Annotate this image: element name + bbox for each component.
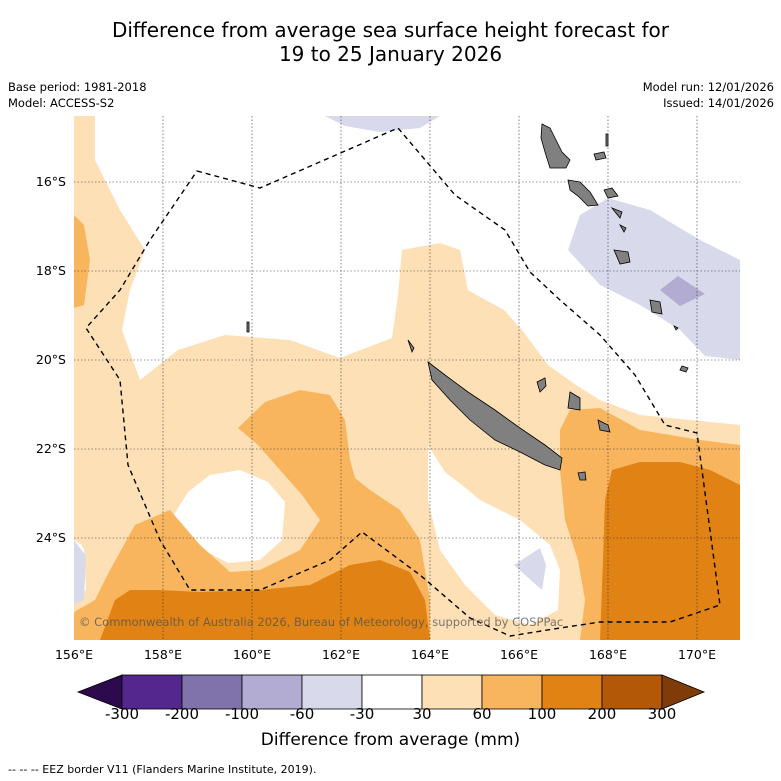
- colorbar-extend-high: [661, 674, 706, 710]
- lon-label-158e: 158°E: [143, 647, 182, 662]
- colorbar-label: Difference from average (mm): [260, 730, 521, 750]
- lon-label-170e: 170°E: [677, 647, 716, 662]
- colorbar-bin-4: [301, 674, 363, 710]
- map-title: Difference from average sea surface heig…: [0, 18, 781, 66]
- lat-label-22s: 22°S: [35, 441, 66, 456]
- colorbar-bin-5: [361, 674, 423, 710]
- footnote: -- -- -- EEZ border V11 (Flanders Marine…: [8, 763, 317, 776]
- lat-label-20s: 20°S: [35, 352, 66, 367]
- lat-label-18s: 18°S: [35, 263, 66, 278]
- contour-minus-60-100: [660, 276, 705, 306]
- model-run: Model run: 12/01/2026: [642, 80, 774, 94]
- colorbar-tick: -100: [224, 705, 260, 723]
- title-line-2: 19 to 25 January 2026: [278, 42, 503, 66]
- base-period: Base period: 1981-2018: [8, 80, 147, 94]
- colorbar-bin-6: [421, 674, 483, 710]
- lat-label-16s: 16°S: [35, 174, 66, 189]
- colorbar-tick: 100: [527, 705, 557, 723]
- colorbar-tick: -300: [104, 705, 140, 723]
- vanuatu-espiritu-santo: [540, 123, 571, 169]
- lon-label-166e: 166°E: [499, 647, 538, 662]
- copyright-notice: © Commonwealth of Australia 2026, Bureau…: [79, 615, 564, 629]
- new-caledonia: [427, 361, 563, 471]
- colorbar-bin-2: [181, 674, 243, 710]
- colorbar-tick: 60: [472, 705, 492, 723]
- colorbar-bin-8: [541, 674, 603, 710]
- model-name: Model: ACCESS-S2: [8, 96, 115, 110]
- map-fill: [74, 116, 740, 640]
- eez-border: [85, 127, 721, 637]
- meta-left: Base period: 1981-2018 Model: ACCESS-S2: [8, 79, 147, 111]
- lon-label-162e: 162°E: [321, 647, 360, 662]
- colorbar-tick: -60: [289, 705, 315, 723]
- lon-label-156e: 156°E: [54, 647, 93, 662]
- title-line-1: Difference from average sea surface heig…: [111, 18, 670, 42]
- colorbar-bin-3: [241, 674, 303, 710]
- lat-label-24s: 24°S: [35, 530, 66, 545]
- land-masses: [246, 123, 689, 481]
- colorbar-bin-9: [601, 674, 663, 710]
- colorbar-tick: -200: [164, 705, 200, 723]
- colorbar-tick: 200: [587, 705, 617, 723]
- colorbar-tick: 300: [647, 705, 677, 723]
- lon-label-168e: 168°E: [588, 647, 627, 662]
- colorbar-tick: 30: [412, 705, 432, 723]
- colorbar-bin-7: [481, 674, 543, 710]
- colorbar-tick: -30: [349, 705, 375, 723]
- graticule: [74, 116, 740, 640]
- meta-right: Model run: 12/01/2026 Issued: 14/01/2026: [643, 79, 774, 111]
- contour-100-200: [100, 560, 430, 640]
- colorbar-extend-low: [76, 674, 123, 710]
- issued-date: Issued: 14/01/2026: [663, 96, 774, 110]
- colorbar-bin-1: [121, 674, 183, 710]
- lon-label-160e: 160°E: [232, 647, 271, 662]
- lon-label-164e: 164°E: [410, 647, 449, 662]
- colorbar: [76, 674, 706, 710]
